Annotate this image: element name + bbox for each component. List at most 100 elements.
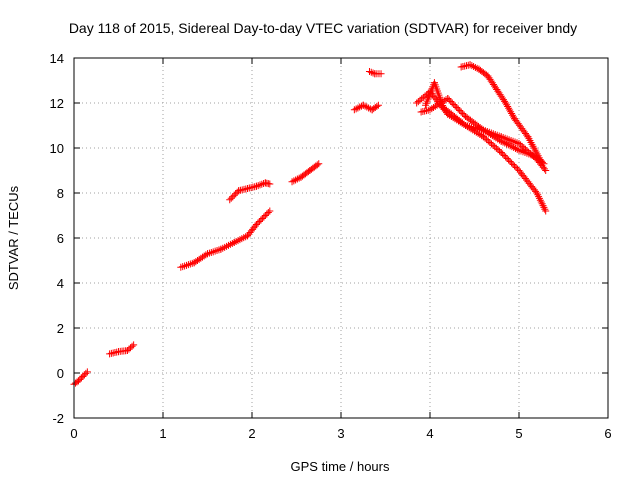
series-track	[288, 160, 323, 186]
y-tick-label: 0	[57, 366, 64, 381]
data-point	[500, 152, 508, 159]
data-point	[511, 162, 519, 170]
data-point	[74, 377, 82, 385]
chart-title: Day 118 of 2015, Sidereal Day-to-day VTE…	[69, 20, 577, 36]
data-point	[426, 106, 434, 114]
data-point	[258, 215, 266, 222]
x-axis-label: GPS time / hours	[291, 459, 390, 474]
data-point	[542, 207, 550, 215]
data-point	[447, 98, 455, 105]
data-point	[431, 102, 439, 110]
data-point	[288, 178, 296, 186]
data-points	[70, 61, 550, 388]
x-tick-label: 6	[604, 426, 611, 441]
y-tick-label: 2	[57, 321, 64, 336]
data-point	[512, 164, 520, 171]
y-tick-label: 6	[57, 231, 64, 246]
data-point	[257, 216, 265, 224]
data-point	[361, 102, 369, 110]
data-point	[540, 165, 548, 173]
data-point	[471, 63, 479, 71]
data-point	[183, 261, 191, 269]
data-point	[377, 70, 385, 78]
data-point	[508, 159, 516, 167]
data-point	[454, 105, 462, 113]
data-point	[315, 160, 323, 168]
data-point	[263, 210, 271, 218]
data-point	[468, 62, 476, 70]
data-point	[177, 263, 185, 271]
x-tick-label: 1	[159, 426, 166, 441]
y-tick-label: 10	[50, 141, 64, 156]
x-tick-label: 3	[337, 426, 344, 441]
data-point	[365, 104, 373, 112]
data-point	[365, 68, 373, 75]
data-point	[181, 262, 189, 270]
plot-frame	[73, 57, 609, 419]
data-point	[483, 136, 491, 144]
x-tick-label: 0	[70, 426, 77, 441]
data-point	[226, 196, 234, 204]
data-point	[460, 120, 468, 128]
data-point	[266, 180, 274, 188]
data-point	[76, 375, 84, 383]
y-tick-label: 14	[50, 51, 64, 66]
y-tick-label: 4	[57, 276, 64, 291]
data-point	[502, 153, 510, 161]
data-point	[77, 374, 85, 382]
data-point	[128, 342, 136, 350]
data-point	[472, 128, 480, 136]
data-point	[513, 145, 521, 153]
data-point	[292, 176, 300, 184]
series-track	[70, 368, 91, 388]
data-point	[497, 149, 505, 156]
data-point	[530, 152, 538, 160]
data-point	[499, 150, 507, 158]
data-point	[496, 147, 504, 155]
data-point	[369, 69, 377, 77]
data-point	[256, 181, 264, 189]
data-point	[541, 205, 549, 213]
data-point	[211, 247, 219, 255]
data-point	[535, 194, 543, 202]
data-point	[506, 158, 514, 165]
data-point	[528, 151, 536, 159]
data-point	[373, 102, 381, 110]
data-point	[359, 101, 367, 109]
data-point	[518, 142, 526, 150]
data-point	[184, 261, 192, 269]
data-point	[487, 140, 495, 148]
data-point	[542, 167, 550, 174]
data-point	[537, 198, 545, 206]
data-point	[474, 129, 482, 137]
data-point	[466, 61, 474, 69]
data-point	[313, 161, 321, 169]
data-point	[515, 140, 523, 147]
data-point	[511, 144, 519, 152]
series-track	[350, 101, 382, 114]
data-point	[525, 148, 533, 156]
data-point	[252, 221, 260, 228]
x-tick-label: 2	[248, 426, 255, 441]
data-point	[517, 141, 525, 149]
data-point	[258, 180, 266, 188]
data-point	[494, 146, 502, 154]
data-point	[521, 145, 529, 153]
data-point	[504, 141, 512, 149]
data-point	[356, 103, 364, 111]
data-point	[202, 251, 210, 259]
series-track	[365, 68, 385, 78]
y-axis-label: SDTVAR / TECUs	[6, 185, 21, 290]
data-point	[506, 142, 514, 150]
series-track	[422, 79, 550, 174]
data-point	[227, 194, 235, 202]
data-point	[479, 133, 487, 141]
data-point	[130, 341, 138, 349]
data-point	[445, 96, 453, 104]
data-point	[538, 200, 546, 208]
data-point	[491, 143, 499, 151]
grid	[74, 58, 608, 418]
data-point	[80, 371, 88, 379]
data-point	[367, 68, 375, 76]
series-track	[457, 61, 545, 165]
